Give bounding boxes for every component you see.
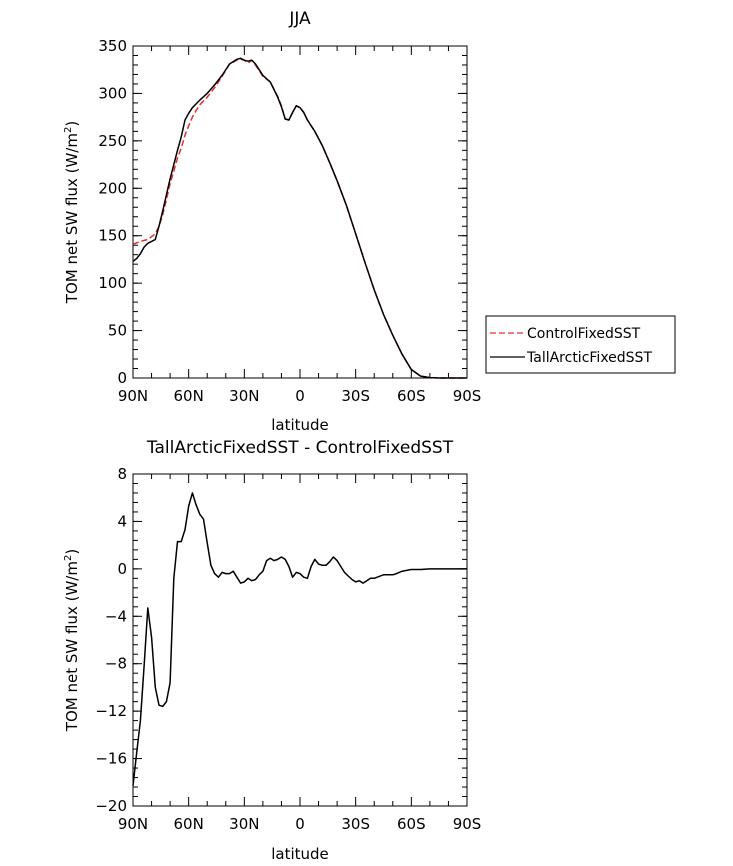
top-y-tick-label: 200 — [98, 179, 127, 197]
bottom-x-tick-label: 30S — [341, 815, 370, 833]
top-plot-area: 90N 60N 30N 0 30S 60S 90S 0 50 100 150 200 250 300 350 — [98, 37, 481, 405]
bottom-y-axis-label: TOM net SW flux (W/m2) — [63, 549, 81, 732]
top-y-tick-label: 50 — [108, 322, 127, 340]
bottom-y-tick-label: −12 — [95, 702, 127, 720]
top-panel-title: JJA — [288, 9, 311, 29]
bottom-y-tick-label: −4 — [105, 607, 127, 625]
legend-label-tall-arctic: TallArcticFixedSST — [526, 350, 652, 366]
top-y-axis-label-superscript: 2 — [63, 127, 74, 133]
legend-label-control: ControlFixedSST — [527, 326, 641, 342]
bottom-y-tick-label: −16 — [95, 750, 127, 768]
bottom-panel-title: TallArcticFixedSST - ControlFixedSST — [146, 438, 454, 458]
top-x-tick-label: 90N — [118, 387, 148, 405]
top-y-tick-label: 150 — [98, 227, 127, 245]
bottom-y-tick-label: −20 — [95, 797, 127, 815]
legend-box — [485, 315, 676, 374]
top-x-tick-label: 90S — [453, 387, 482, 405]
bottom-x-axis-label: latitude — [271, 845, 329, 863]
bottom-y-tick-label: −8 — [105, 655, 127, 673]
top-plot-frame — [132, 45, 468, 379]
bottom-y-tick-label: 8 — [117, 465, 127, 483]
top-y-tick-label: 250 — [98, 132, 127, 150]
bottom-y-tick-label: 0 — [117, 560, 127, 578]
top-x-tick-label: 30S — [341, 387, 370, 405]
legend: ControlFixedSST TallArcticFixedSST — [485, 315, 676, 374]
bottom-y-axis-label-main: TOM net SW flux (W/m — [63, 561, 81, 732]
bottom-x-tick-label: 90N — [118, 815, 148, 833]
top-x-tick-label: 0 — [295, 387, 305, 405]
bottom-x-tick-label: 90S — [453, 815, 482, 833]
top-x-tick-label: 60S — [397, 387, 426, 405]
top-y-tick-label: 350 — [98, 37, 127, 55]
bottom-series-line-difference — [132, 492, 467, 786]
bottom-x-tick-label: 0 — [295, 815, 305, 833]
top-x-tick-label: 60N — [174, 387, 204, 405]
bottom-y-tick-label: 4 — [117, 512, 127, 530]
top-y-axis-label-main: TOM net SW flux (W/m — [63, 133, 81, 304]
top-x-tick-label: 30N — [229, 387, 259, 405]
bottom-y-axis-label-superscript: 2 — [63, 555, 74, 561]
top-y-axis-label-end: ) — [63, 121, 81, 127]
top-series-line-tallarcticfixedsst — [132, 57, 467, 379]
bottom-x-tick-label: 30N — [229, 815, 259, 833]
top-y-axis-label: TOM net SW flux (W/m2) — [63, 121, 81, 304]
bottom-y-axis-label-end: ) — [63, 549, 81, 555]
top-y-tick-label: 300 — [98, 84, 127, 102]
bottom-plot-area: 90N 60N 30N 0 30S 60S 90S −20 −16 −12 −8 −4 0 4 8 — [95, 465, 481, 833]
top-y-tick-label: 0 — [117, 369, 127, 387]
top-x-axis-label: latitude — [271, 416, 329, 434]
bottom-x-tick-label: 60S — [397, 815, 426, 833]
bottom-panel: TallArcticFixedSST - ControlFixedSST 90N… — [63, 438, 481, 863]
bottom-plot-frame — [132, 473, 468, 807]
bottom-x-tick-label: 60N — [174, 815, 204, 833]
top-panel: JJA 90N 60N 30N 0 30S 60S 90S 0 50 100 150 200 250 30… — [63, 9, 481, 434]
top-y-tick-label: 100 — [98, 274, 127, 292]
